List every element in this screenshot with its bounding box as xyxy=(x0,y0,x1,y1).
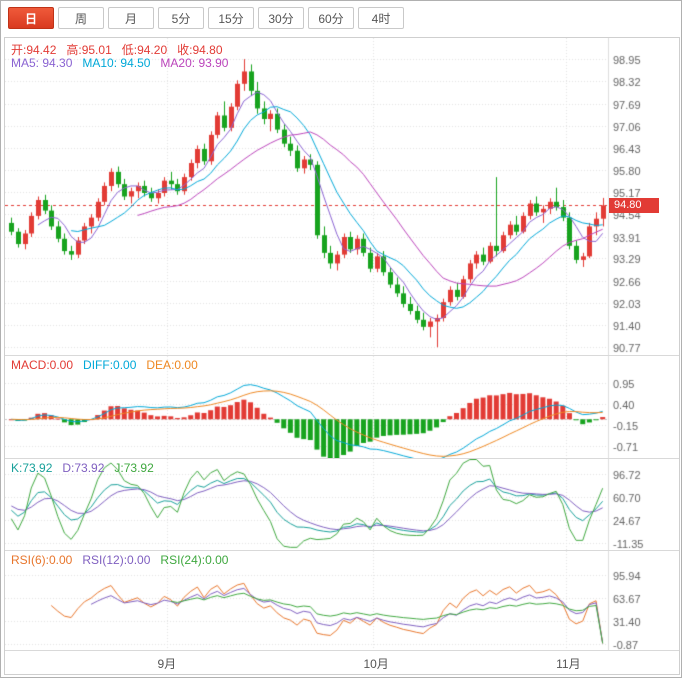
candlestick-canvas[interactable] xyxy=(5,38,677,355)
period-toolbar: 日周月 5分 15分 30分 60分 4时 xyxy=(8,7,404,29)
kdj-canvas[interactable] xyxy=(5,459,677,550)
period-tab-3[interactable]: 月 xyxy=(108,7,154,29)
period-tab-7[interactable]: 60分 xyxy=(308,7,354,29)
macd-panel: MACD:0.00 DIFF:0.00 DEA:0.00 xyxy=(5,355,679,458)
period-tab-8[interactable]: 4时 xyxy=(358,7,404,29)
main-candlestick-panel: 开:94.42 高:95.01 低:94.20 收:94.80 MA5: 94.30 M… xyxy=(5,38,679,355)
chart-block: 开:94.42 高:95.01 低:94.20 收:94.80 MA5: 94.30 M… xyxy=(4,37,680,675)
period-tab-2[interactable]: 周 xyxy=(58,7,104,29)
period-tab-5[interactable]: 15分 xyxy=(208,7,254,29)
kdj-panel: K:73.92 D:73.92 J:73.92 xyxy=(5,458,679,550)
x-axis-label: 11月 xyxy=(556,657,581,671)
period-tab-6[interactable]: 30分 xyxy=(258,7,304,29)
rsi-canvas[interactable] xyxy=(5,551,677,650)
macd-canvas[interactable] xyxy=(5,356,677,458)
current-price-tag: 94.80 xyxy=(609,198,659,213)
rsi-panel: RSI(6):0.00 RSI(12):0.00 RSI(24):0.00 xyxy=(5,550,679,650)
period-tab-4[interactable]: 5分 xyxy=(158,7,204,29)
x-axis-label: 9月 xyxy=(157,657,177,671)
period-tab-1[interactable]: 日 xyxy=(8,7,54,29)
x-axis: 9月 10月 11月 xyxy=(5,650,679,674)
x-axis-label: 10月 xyxy=(363,657,389,671)
